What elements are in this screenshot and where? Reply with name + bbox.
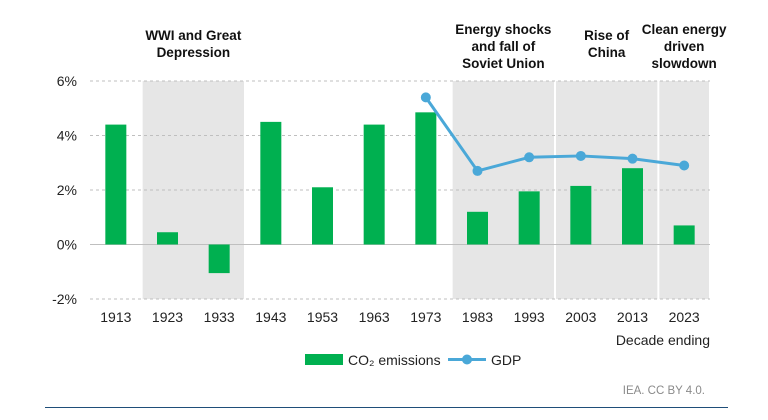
legend: CO₂ emissions GDP: [305, 352, 521, 368]
period-annotation-3-line-1: driven: [664, 39, 705, 54]
period-annotation-3-line-0: Clean energy: [642, 22, 727, 37]
x-tick-label-1963: 1963: [359, 309, 390, 325]
bar-co2-1933: [208, 244, 230, 274]
x-tick-label-1913: 1913: [100, 309, 131, 325]
period-annotation-1-line-2: Soviet Union: [462, 56, 545, 71]
x-tick-label-2013: 2013: [617, 309, 648, 325]
y-axis-ticks: -2% 0% 2% 4% 6%: [52, 73, 77, 307]
marker-gdp-2003: [575, 150, 586, 161]
period-annotation-2-line-0: Rise of: [584, 28, 630, 43]
legend-swatch-co2: [305, 354, 343, 365]
x-tick-label-1953: 1953: [307, 309, 338, 325]
x-axis-label: Decade ending: [616, 332, 710, 348]
bar-co2-1923: [157, 232, 178, 245]
period-annotation-3-line-2: slowdown: [652, 56, 717, 71]
line-gdp: [424, 96, 685, 173]
marker-gdp-2023: [679, 160, 690, 171]
legend-swatch-gdp-marker: [462, 354, 472, 365]
x-tick-label-1973: 1973: [410, 309, 441, 325]
bar-co2-1913: [105, 124, 127, 245]
bar-co2-1993: [518, 191, 540, 245]
x-tick-label-2023: 2023: [669, 309, 700, 325]
bar-co2-1943: [260, 121, 282, 245]
bar-co2-1963: [363, 124, 385, 245]
y-tick-label: 4%: [57, 128, 77, 144]
period-annotation-1-line-0: Energy shocks: [455, 22, 551, 37]
x-tick-label-2003: 2003: [565, 309, 596, 325]
period-annotations: WWI and Great Depression Energy shocks and …: [145, 22, 727, 71]
x-tick-label-1933: 1933: [204, 309, 235, 325]
marker-gdp-1993: [524, 152, 535, 163]
marker-gdp-1983: [472, 165, 483, 176]
legend-label-co2: CO₂ emissions: [348, 352, 441, 368]
period-annotation-1-line-1: and fall of: [471, 39, 535, 54]
bar-series: [105, 112, 695, 274]
y-tick-label: 2%: [57, 182, 77, 198]
bar-co2-2023: [673, 225, 695, 245]
credit-text: IEA. CC BY 4.0.: [623, 385, 705, 397]
x-tick-label-1943: 1943: [255, 309, 286, 325]
x-tick-label-1993: 1993: [514, 309, 545, 325]
line-series: [420, 92, 690, 176]
x-tick-label-1923: 1923: [152, 309, 183, 325]
period-annotation-0-line-0: WWI and Great: [145, 28, 242, 43]
y-tick-label: -2%: [52, 291, 77, 307]
y-tick-label: 0%: [57, 237, 77, 253]
legend-label-gdp: GDP: [491, 352, 521, 368]
shaded-period-1: [452, 81, 554, 299]
x-tick-label-1983: 1983: [462, 309, 493, 325]
bar-co2-1953: [312, 187, 333, 245]
marker-gdp-1973: [420, 92, 431, 103]
x-axis-ticks: 1913 1923 1933 1943 1953 1963 1973 1983 1993 2003…: [100, 309, 700, 325]
gridlines: [90, 80, 710, 300]
marker-gdp-2013: [627, 153, 638, 164]
bar-co2-1973: [415, 112, 437, 245]
y-tick-label: 6%: [57, 73, 77, 89]
bar-co2-1983: [467, 211, 488, 245]
period-annotation-0-line-1: Depression: [157, 45, 231, 60]
bar-co2-2003: [570, 185, 592, 245]
period-annotation-2-line-1: China: [588, 45, 626, 60]
bar-co2-2013: [622, 168, 643, 245]
